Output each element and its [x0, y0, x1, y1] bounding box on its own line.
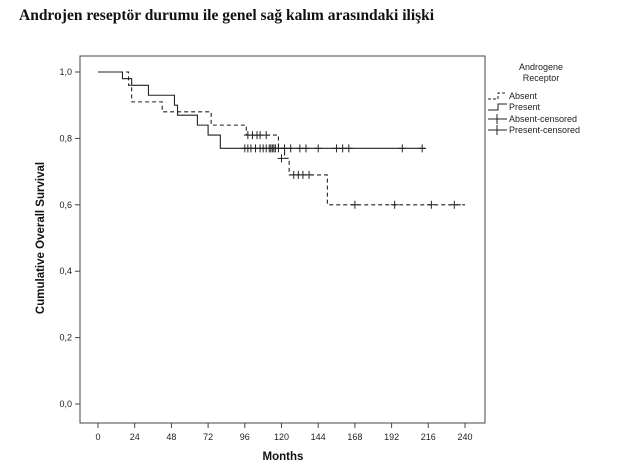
legend-symbol-censored [488, 114, 507, 124]
y-tick-label: 0,0 [59, 399, 72, 409]
legend-label: Absent-censored [509, 114, 577, 124]
x-tick-label: 96 [240, 432, 250, 442]
plot-frame [79, 55, 486, 424]
y-tick-label: 0,6 [59, 200, 72, 210]
legend-symbol-present [488, 103, 507, 111]
censored-mark-absent [350, 200, 359, 209]
censored-mark-absent [390, 200, 399, 209]
censored-mark-present [398, 144, 407, 153]
censored-mark-present [286, 144, 295, 153]
legend-item-present: Present [488, 102, 541, 112]
y-tick-label: 0,4 [59, 266, 72, 276]
legend-title-line1: Androgene [519, 62, 563, 72]
legend-label: Present [509, 102, 541, 112]
legend-item-absent: Absent [488, 91, 538, 101]
page-title: Androjen reseptör durumu ile genel sağ k… [19, 7, 435, 24]
censored-mark-absent [277, 154, 286, 163]
series-layer [98, 71, 465, 209]
legend-label: Absent [509, 91, 538, 101]
legend-symbol-censored [488, 125, 507, 135]
y-tick-label: 1,0 [59, 67, 72, 77]
censored-mark-absent [427, 200, 436, 209]
x-tick-label: 24 [130, 432, 140, 442]
y-tick-label: 0,2 [59, 333, 72, 343]
censored-mark-absent [305, 170, 314, 179]
censored-mark-absent [262, 131, 271, 140]
legend-label: Present-censored [509, 125, 580, 135]
censored-mark-present [418, 144, 427, 153]
censored-mark-present [301, 144, 310, 153]
x-tick-label: 48 [166, 432, 176, 442]
x-tick-label: 216 [421, 432, 436, 442]
censored-mark-present [344, 144, 353, 153]
series-line-present [98, 71, 426, 149]
x-tick-label: 144 [311, 432, 326, 442]
y-axis: 0,0 0,2 0,4 0,6 0,8 1,0 [59, 67, 80, 409]
legend-item-absent-censored: Absent-censored [488, 114, 577, 124]
x-tick-label: 168 [347, 432, 362, 442]
legend-item-present-censored: Present-censored [488, 125, 580, 135]
legend-title-line2: Receptor [523, 73, 560, 83]
series-line-absent [98, 71, 465, 206]
x-tick-label: 0 [95, 432, 100, 442]
x-tick-label: 120 [274, 432, 289, 442]
y-tick-label: 0,8 [59, 133, 72, 143]
x-tick-label: 72 [203, 432, 213, 442]
legend-symbol-absent [488, 92, 507, 100]
x-tick-label: 192 [384, 432, 399, 442]
x-axis: 0 24 48 72 96 120 144 168 192 216 240 [95, 423, 473, 442]
x-tick-label: 240 [457, 432, 472, 442]
censored-mark-present [314, 144, 323, 153]
censored-mark-absent [450, 200, 459, 209]
y-axis-label: Cumulative Overall Survival [35, 162, 47, 314]
x-axis-label: Months [263, 451, 304, 463]
